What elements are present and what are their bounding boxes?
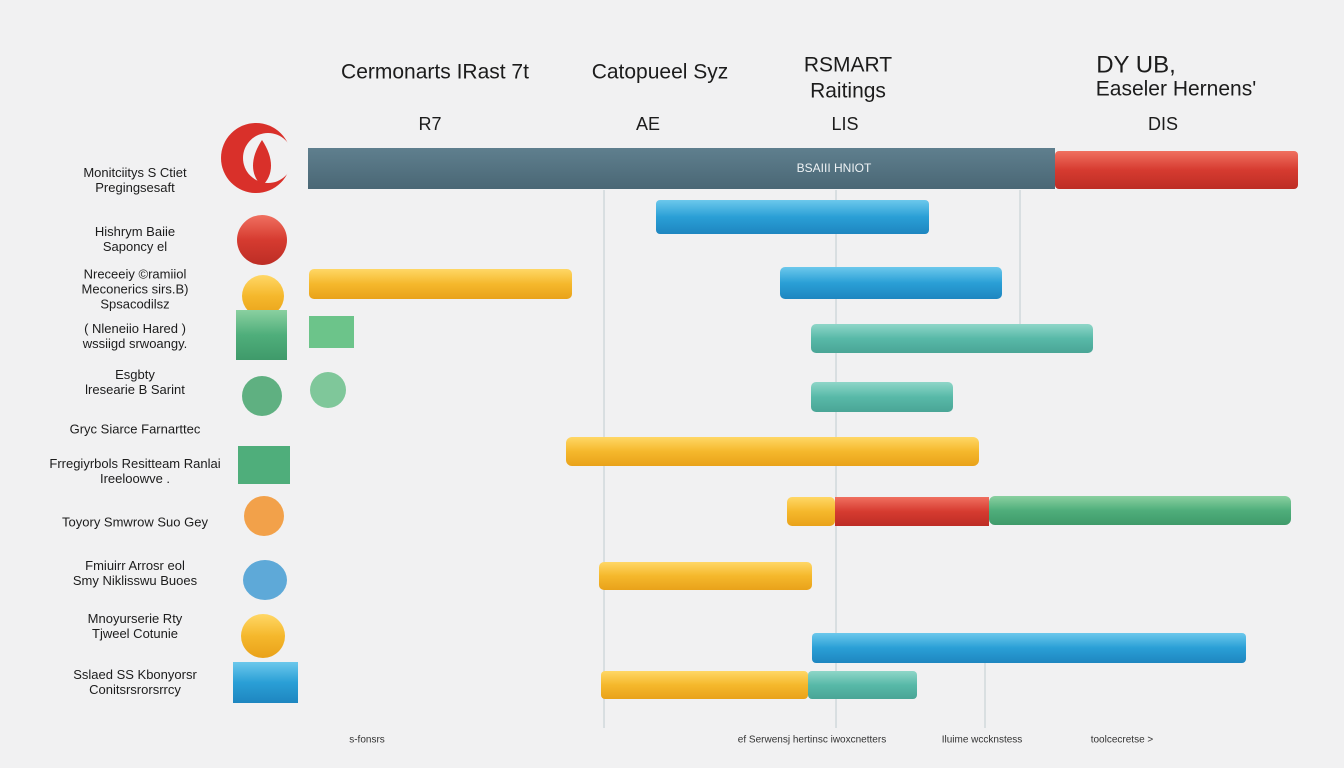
row-label: Pregingsesaft: [95, 180, 175, 195]
icon: [233, 662, 298, 703]
bar: [780, 267, 1002, 299]
icon: [242, 275, 284, 317]
column-title: Catopueel Syz: [592, 61, 729, 84]
icon: [244, 496, 284, 536]
footer-label: s-fonsrs: [349, 735, 385, 746]
icons: [221, 123, 354, 703]
bar: [599, 562, 812, 590]
row-label: Nreceeiy ©ramiiol: [84, 266, 187, 281]
column-title: Raitings: [810, 80, 886, 103]
icon: [238, 446, 290, 484]
icon: [241, 614, 285, 658]
column-title: RSMART: [804, 54, 892, 77]
row-label: Esgbty: [115, 367, 155, 382]
row-label: Frregiyrbols Resitteam Ranlai: [49, 456, 220, 471]
row-label: Smy Niklisswu Buoes: [73, 573, 198, 588]
column-title: Cermonarts IRast 7t: [341, 61, 529, 84]
row-label: Tjweel Cotunie: [92, 626, 178, 641]
bar: [601, 671, 808, 699]
icon: [242, 376, 282, 416]
row-label: ( Nleneiio Hared ): [84, 321, 186, 336]
bar: [308, 148, 1055, 189]
column-label: R7: [418, 114, 441, 134]
row-label: Gryc Siarce Farnarttec: [70, 421, 201, 436]
row-label: Conitsrsrorsrrcy: [89, 682, 181, 697]
row-label: Meconerics sirs.B): [82, 281, 189, 296]
icon: [237, 215, 287, 265]
row-label: wssiigd srwoangy.: [82, 336, 188, 351]
footer-label: ef Serwensj hertinsc iwoxcnetters: [738, 735, 886, 746]
icon: [236, 310, 287, 360]
icon: [243, 560, 287, 600]
bar: [989, 496, 1291, 525]
bar: [811, 382, 953, 412]
bar: [1055, 151, 1298, 189]
row-label: lresearie B Sarint: [85, 382, 185, 397]
bar: [808, 671, 917, 699]
row-label: Fmiuirr Arrosr eol: [85, 558, 185, 573]
column-label: LIS: [831, 114, 858, 134]
bar: [309, 269, 572, 299]
row-label: Saponcy el: [103, 239, 167, 254]
row-label: Toyory Smwrow Suo Gey: [62, 514, 208, 529]
column-title: Easeler Hernens': [1096, 78, 1256, 101]
bar: [656, 200, 929, 234]
icon: [309, 316, 354, 348]
row-label: Monitciitys S Ctiet: [83, 165, 187, 180]
footer-label: toolcecretse >: [1091, 735, 1154, 746]
bars: [308, 148, 1298, 699]
bar: [787, 497, 835, 526]
icon: [310, 372, 346, 408]
logo-icon: [253, 140, 271, 186]
column-label: AE: [636, 114, 660, 134]
row-label: Ireeloowve .: [100, 471, 170, 486]
bar: [835, 497, 989, 526]
row-label: Sslaed SS Kbonyorsr: [73, 667, 197, 682]
row-label: Spsacodilsz: [100, 296, 169, 311]
bar-label: BSAIII HNIOT: [797, 161, 872, 175]
bar: [811, 324, 1093, 353]
column-title: DY UB,: [1096, 51, 1176, 78]
bar: [812, 633, 1246, 663]
column-label: DIS: [1148, 114, 1178, 134]
footer-label: Iluime wccknstess: [942, 735, 1023, 746]
row-label: Mnoyurserie Rty: [88, 611, 183, 626]
bar: [566, 437, 979, 466]
row-label: Hishrym Baiie: [95, 224, 175, 239]
